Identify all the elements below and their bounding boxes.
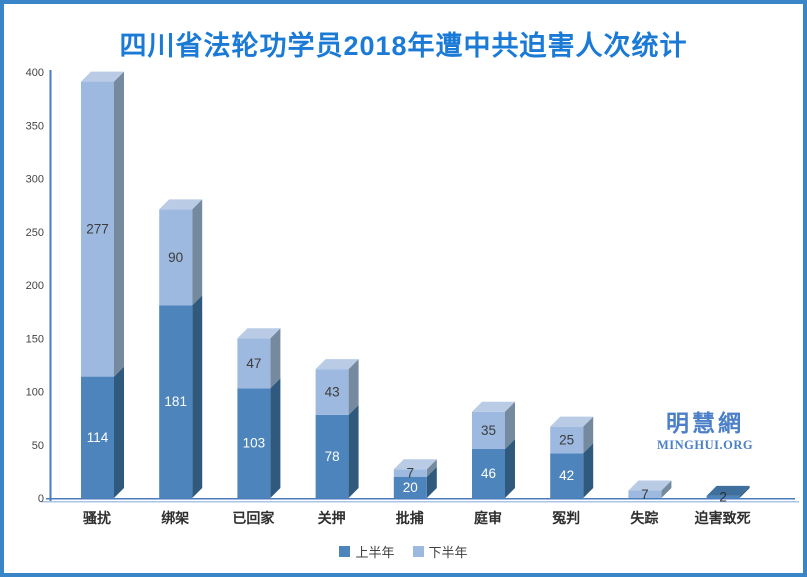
y-tick-label: 0 (38, 493, 44, 505)
legend-item-first-half: 上半年 (339, 542, 395, 561)
y-tick-label: 300 (26, 174, 44, 186)
bar-segment-失踪 (628, 490, 662, 498)
bar-top-关押 (315, 359, 359, 370)
bar-segment-关押 (315, 369, 349, 415)
bar-segment-骚扰 (81, 376, 114, 498)
bar-side-冤判 (583, 416, 594, 454)
minghui-logo-english: MINGHUI.ORG (656, 437, 754, 452)
bar-side-批捕 (426, 459, 437, 477)
bar-top-失踪 (628, 480, 672, 491)
bar-side-绑架 (192, 295, 203, 498)
bar-side-绑架 (192, 199, 203, 306)
bar-value-label: 78 (325, 449, 340, 464)
x-category-label: 冤判 (552, 510, 580, 526)
bar-value-label: 46 (481, 466, 496, 481)
y-tick-label: 350 (26, 120, 44, 132)
bar-value-label: 20 (403, 480, 418, 495)
y-tick-label: 400 (26, 67, 44, 79)
bar-side-失踪 (661, 480, 672, 498)
bar-segment-批捕 (393, 469, 427, 477)
bar-segment-绑架 (159, 209, 193, 306)
bar-top-骚扰 (81, 71, 124, 82)
bar-top-迫害致死 (706, 485, 750, 496)
bar-value-label: 2 (719, 489, 727, 504)
bar-value-label: 103 (243, 436, 266, 451)
minghui-logo-chinese: 明慧網 (666, 410, 744, 436)
bar-value-label: 25 (559, 432, 574, 447)
bar-top-已回家 (237, 328, 281, 339)
chart-legend: 上半年 下半年 (4, 542, 803, 561)
bar-value-label: 43 (325, 385, 340, 400)
bar-value-label: 47 (246, 356, 261, 371)
y-tick-label: 50 (32, 440, 44, 452)
minghui-logo: 明慧網 MINGHUI.ORG (655, 410, 755, 453)
bar-segment-庭审 (472, 411, 505, 450)
bar-segment-绑架 (159, 305, 193, 498)
bar-segment-批捕 (393, 476, 427, 498)
bar-top-批捕 (393, 459, 437, 470)
chart-canvas: 050100150200250300350400114277骚扰18190绑架1… (26, 67, 799, 526)
bar-segment-冤判 (550, 426, 584, 454)
bar-segment-庭审 (472, 449, 505, 498)
x-category-label: 庭审 (474, 510, 502, 526)
bar-value-label: 7 (407, 465, 415, 480)
legend-label-first-half: 上半年 (355, 545, 395, 560)
bar-segment-冤判 (550, 453, 584, 498)
x-category-label: 失踪 (630, 510, 658, 526)
bar-value-label: 7 (641, 487, 649, 502)
legend-swatch-first-half (339, 546, 351, 557)
bar-side-关押 (348, 359, 359, 415)
bar-side-批捕 (426, 466, 437, 498)
bar-side-骚扰 (114, 71, 124, 377)
x-category-label: 迫害致死 (694, 510, 751, 526)
y-tick-label: 250 (26, 227, 44, 239)
bar-segment-已回家 (237, 388, 271, 498)
y-tick-label: 150 (26, 333, 44, 345)
bar-side-庭审 (505, 439, 515, 498)
bar-side-骚扰 (114, 366, 124, 498)
bar-value-label: 90 (168, 250, 183, 265)
x-category-label: 已回家 (232, 510, 275, 526)
legend-swatch-second-half (412, 546, 424, 557)
y-tick-label: 200 (26, 280, 44, 292)
bar-side-关押 (348, 404, 359, 498)
bar-side-迫害致死 (739, 485, 750, 498)
bar-segment-迫害致死 (706, 495, 740, 498)
bar-value-label: 277 (86, 222, 109, 237)
bar-value-label: 114 (87, 430, 109, 445)
bar-value-label: 35 (481, 423, 496, 438)
legend-label-second-half: 下半年 (428, 545, 468, 560)
y-tick-label: 100 (26, 387, 44, 399)
legend-item-second-half: 下半年 (412, 542, 468, 561)
bar-side-冤判 (583, 443, 594, 498)
bar-segment-已回家 (237, 338, 271, 389)
x-category-label: 批捕 (396, 510, 424, 526)
bar-top-庭审 (472, 401, 515, 412)
x-category-label: 绑架 (161, 510, 189, 526)
bar-top-冤判 (550, 416, 594, 427)
bar-side-庭审 (505, 401, 515, 450)
bar-value-label: 181 (164, 394, 187, 409)
bar-side-已回家 (270, 378, 281, 498)
bar-value-label: 42 (559, 468, 574, 483)
bar-segment-骚扰 (81, 81, 114, 377)
bar-side-已回家 (270, 328, 281, 389)
bar-segment-关押 (315, 414, 349, 498)
bar-top-绑架 (159, 199, 203, 210)
x-category-label: 骚扰 (83, 510, 111, 526)
x-category-label: 关押 (318, 510, 346, 526)
page-title: 四川省法轮功学员2018年遭中共迫害人次统计 (119, 31, 688, 61)
